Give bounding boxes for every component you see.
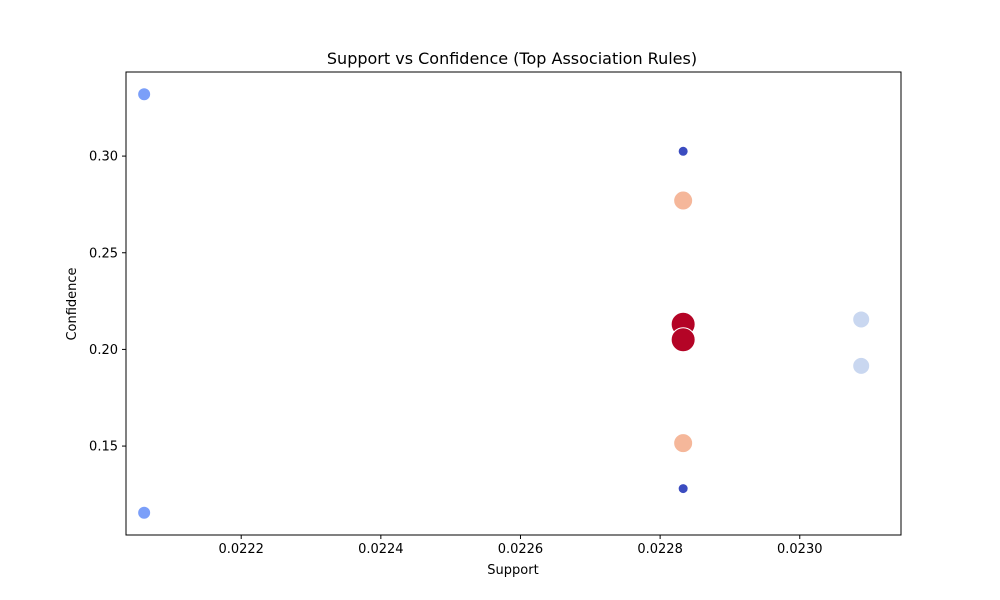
- x-tick-label: 0.0224: [358, 542, 404, 557]
- y-tick-label: 0.15: [89, 440, 118, 455]
- x-tick-label: 0.0222: [218, 542, 264, 557]
- data-point-8: [670, 327, 696, 353]
- y-axis-label: Confidence: [65, 267, 80, 340]
- data-point-5: [673, 190, 694, 211]
- y-axis: 0.15 0.20 0.25 0.30: [89, 150, 126, 455]
- plot-area: [125, 71, 902, 536]
- x-tick-label: 0.0226: [498, 542, 544, 557]
- x-tick-label: 0.0230: [777, 542, 823, 557]
- data-point-6: [673, 433, 694, 454]
- data-point-10: [852, 356, 871, 375]
- x-tick-label: 0.0228: [637, 542, 683, 557]
- data-point-4: [677, 483, 689, 495]
- data-point-3: [677, 145, 689, 157]
- data-point-9: [852, 310, 871, 329]
- points-layer: [137, 87, 871, 520]
- chart-title: Support vs Confidence (Top Association R…: [327, 49, 697, 68]
- y-tick-label: 0.25: [89, 246, 118, 261]
- y-tick-label: 0.20: [89, 343, 118, 358]
- y-tick-label: 0.30: [89, 150, 118, 165]
- x-axis: 0.0222 0.0224 0.0226 0.0228 0.0230: [218, 535, 823, 557]
- data-point-1: [137, 87, 152, 102]
- data-point-2: [137, 505, 152, 520]
- x-axis-label: Support: [487, 563, 538, 578]
